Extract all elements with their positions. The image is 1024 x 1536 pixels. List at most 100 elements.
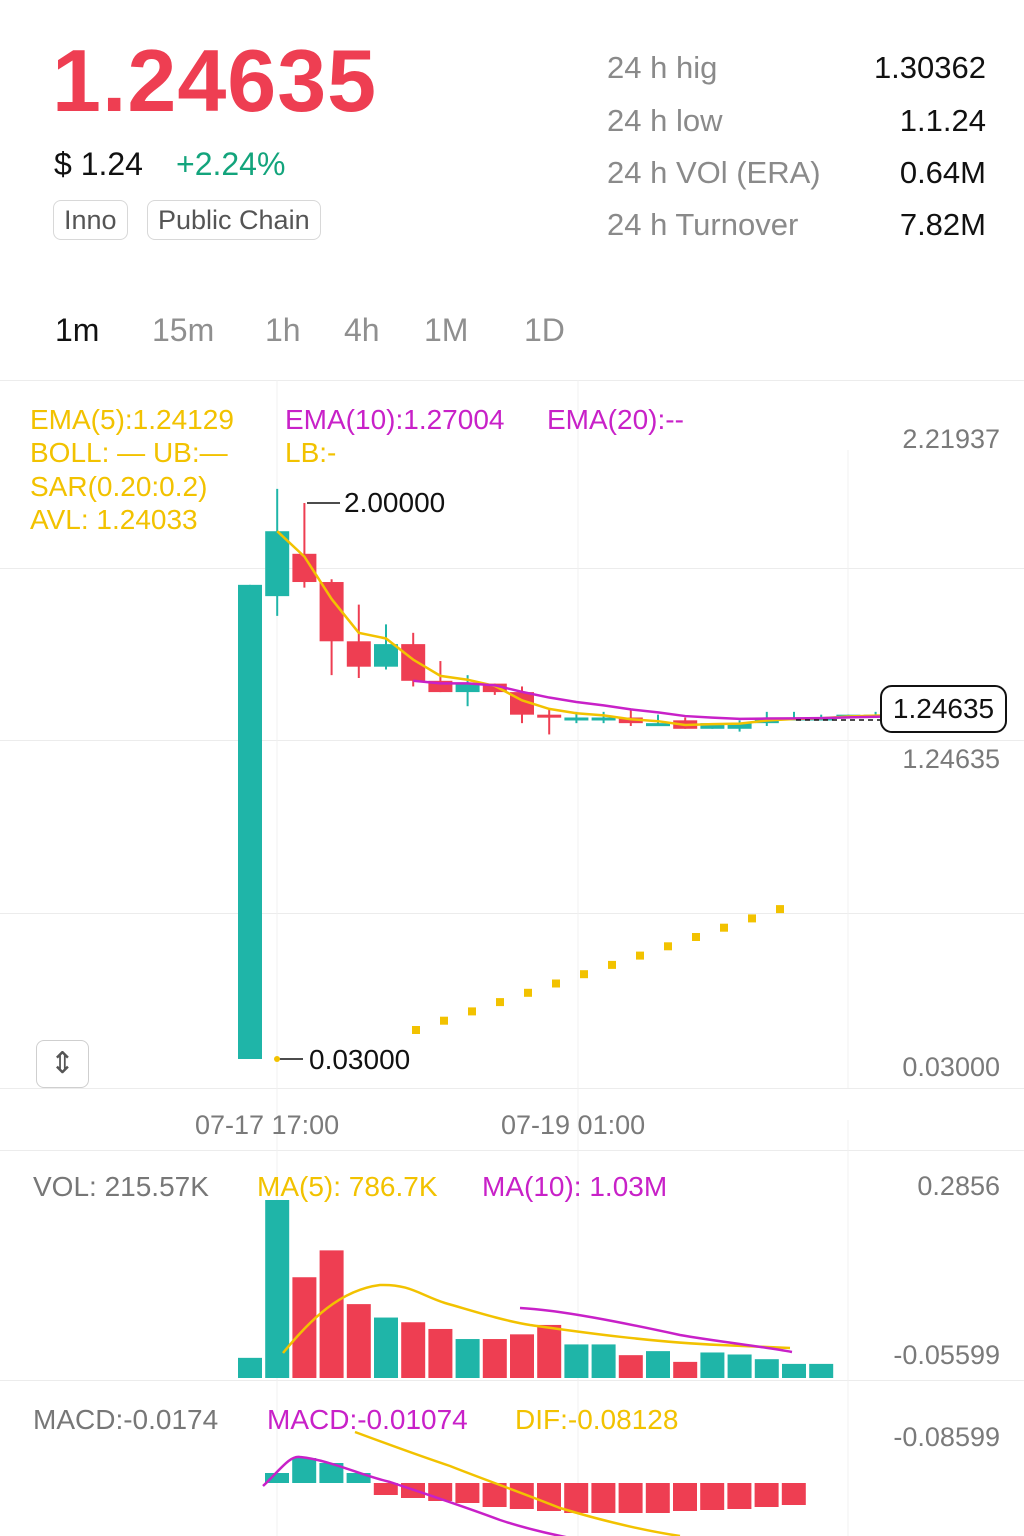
x-axis-label-2: 07-19 01:00 — [501, 1110, 646, 1140]
volume-bar — [646, 1351, 670, 1378]
volume-bar — [238, 1357, 262, 1378]
sar-dot — [692, 933, 700, 941]
x-axis-label-1: 07-17 17:00 — [195, 1110, 340, 1140]
stat-turnover-label: 24 h Turnover — [607, 207, 799, 242]
vol-axis-top: 0.2856 — [917, 1171, 1000, 1201]
vol-ma5-label: MA(5): 786.7K — [257, 1171, 438, 1202]
volume-bar — [782, 1363, 806, 1378]
sar-dot — [440, 1016, 448, 1025]
candle-body — [537, 714, 562, 718]
tag-public-chain[interactable]: Public Chain — [147, 200, 321, 240]
sar-dot — [664, 942, 672, 951]
macd-bar — [754, 1483, 779, 1507]
volume-bar — [618, 1355, 643, 1378]
macd-bar — [727, 1483, 752, 1509]
tab-1h[interactable]: 1h — [265, 312, 301, 348]
sar-dot — [776, 905, 784, 914]
candle-body — [238, 584, 262, 1059]
low-marker-dot — [274, 1056, 280, 1062]
sar-dot — [720, 923, 728, 932]
volume-bar — [537, 1324, 562, 1378]
candle-body — [646, 723, 670, 727]
sar-dot — [524, 988, 532, 997]
candle-body — [455, 683, 480, 693]
price-axis-bottom: 0.03000 — [902, 1052, 1000, 1082]
candle-body — [401, 644, 426, 681]
grid-line — [0, 1380, 1024, 1381]
macd-bar — [673, 1483, 697, 1511]
grid-line — [0, 1088, 1024, 1089]
vol-ma10-label: MA(10): 1.03M — [482, 1171, 668, 1202]
volume-bar — [700, 1352, 725, 1378]
macd-bar — [373, 1483, 398, 1495]
macd-bar — [591, 1483, 616, 1513]
sar-dot — [636, 951, 644, 960]
candle-body — [346, 641, 371, 667]
tag-inno[interactable]: Inno — [53, 200, 128, 240]
ema5-line — [276, 530, 931, 727]
volume-bar — [346, 1304, 371, 1378]
candle-body — [374, 644, 398, 667]
vol-axis-bottom: -0.05599 — [893, 1340, 1000, 1370]
volume-bar — [265, 1200, 290, 1378]
usd-price: $ 1.24 — [54, 146, 143, 182]
macd-bar — [645, 1483, 670, 1513]
sar-label: SAR(0.20:0.2) — [30, 471, 208, 502]
candle-body — [482, 683, 507, 693]
sar-dot — [412, 1026, 420, 1034]
dif-line — [354, 1430, 681, 1536]
volume-bar — [319, 1250, 344, 1378]
volume-bar — [510, 1334, 534, 1378]
price-axis-top: 2.21937 — [902, 424, 1000, 454]
sar-dot — [580, 970, 588, 979]
low-annotation: 0.03000 — [309, 1044, 411, 1075]
macd-bar — [700, 1483, 725, 1510]
stat-low-value: 1.1.24 — [899, 103, 986, 138]
tab-1m[interactable]: 1m — [55, 312, 100, 348]
grid-line — [0, 1150, 1024, 1151]
macd-bar — [564, 1483, 589, 1513]
stat-volume-value: 0.64M — [899, 155, 986, 190]
ema10-label: EMA(10):1.27004 — [285, 404, 505, 435]
grid-line — [0, 380, 1024, 381]
macd-axis: -0.08599 — [893, 1422, 1000, 1452]
candle-body — [265, 531, 290, 597]
macd-bar — [265, 1473, 289, 1483]
candle-body — [727, 723, 752, 729]
candle-body — [591, 717, 616, 721]
tab-1M[interactable]: 1M — [424, 312, 469, 348]
sar-dot — [496, 998, 504, 1007]
stat-volume-label: 24 h VOl (ERA) — [607, 155, 821, 190]
sar-dot — [468, 1007, 476, 1016]
volume-bar — [455, 1339, 480, 1378]
sar-dot — [748, 914, 756, 923]
grid-line — [0, 740, 1024, 741]
dif-label: DIF:-0.08128 — [515, 1404, 679, 1435]
avl-label: AVL: 1.24033 — [30, 504, 198, 535]
volume-bar — [591, 1344, 616, 1378]
macd-bar — [618, 1483, 643, 1513]
ema20-label: EMA(20):-- — [547, 404, 684, 435]
volume-bar — [754, 1359, 779, 1378]
candle-body — [700, 723, 725, 729]
resize-button[interactable]: ⇕ — [36, 1040, 89, 1088]
sar-dot — [552, 979, 560, 988]
volume-bar — [482, 1339, 507, 1378]
stat-high-label: 24 h hig — [607, 50, 718, 85]
tab-1D[interactable]: 1D — [524, 312, 565, 348]
candle-body — [428, 680, 453, 693]
price-change: +2.24% — [176, 146, 286, 182]
price-axis-mid: 1.24635 — [902, 744, 1000, 774]
tab-15m[interactable]: 15m — [152, 312, 215, 348]
macd-bar — [319, 1463, 344, 1483]
volume-bar — [809, 1363, 834, 1378]
vol-label: VOL: 215.57K — [33, 1171, 209, 1202]
macd-value-label: MACD:-0.01074 — [267, 1404, 468, 1435]
macd-bar — [781, 1483, 806, 1505]
volume-bar — [401, 1322, 426, 1378]
tab-4h[interactable]: 4h — [344, 312, 380, 348]
candle-body — [564, 717, 589, 721]
grid-line — [0, 568, 1024, 569]
current-price-box[interactable]: 1.24635 — [880, 685, 1007, 733]
